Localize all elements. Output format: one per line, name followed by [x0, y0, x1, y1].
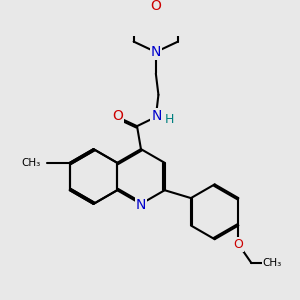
Text: N: N: [151, 109, 161, 123]
Text: O: O: [233, 238, 243, 251]
Text: O: O: [112, 109, 123, 123]
Text: N: N: [136, 198, 146, 212]
Text: O: O: [150, 0, 161, 13]
Text: H: H: [165, 112, 174, 126]
Text: CH₃: CH₃: [263, 258, 282, 268]
Text: N: N: [151, 45, 161, 59]
Text: CH₃: CH₃: [22, 158, 41, 168]
